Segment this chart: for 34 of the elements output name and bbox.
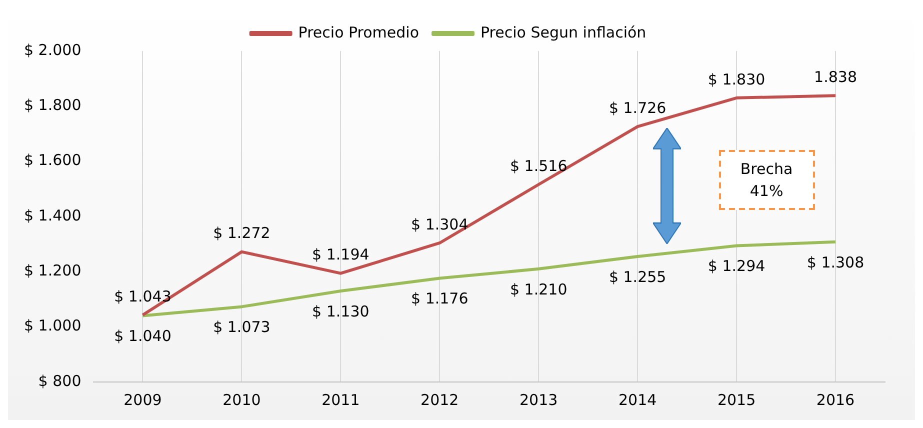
data-label: $ 1.272 <box>213 224 270 242</box>
x-tick-label: 2010 <box>222 390 261 409</box>
data-label: $ 1.255 <box>608 268 666 286</box>
data-label: $ 1.294 <box>708 257 766 276</box>
legend-label: Precio Segun inflación <box>480 23 646 42</box>
x-tick-label: 2013 <box>520 390 558 409</box>
data-label: $ 1.043 <box>114 287 172 306</box>
data-label: 1.838 <box>814 68 857 86</box>
data-label: $ 1.516 <box>510 156 568 175</box>
data-label: $ 1.726 <box>608 98 666 117</box>
data-label: $ 1.830 <box>708 70 766 88</box>
x-tick-label: 2016 <box>816 390 855 409</box>
y-tick-label: $ 1.200 <box>24 262 82 280</box>
data-label: $ 1.176 <box>411 290 468 308</box>
y-tick-label: $ 1.400 <box>24 206 82 224</box>
y-tick-label: $ 2.000 <box>24 40 82 59</box>
y-tick-label: $ 800 <box>38 372 82 390</box>
annotation: Brecha 41% <box>718 150 815 210</box>
y-tick-label: $ 1.800 <box>24 96 82 114</box>
x-tick-label: 2011 <box>322 390 360 409</box>
data-label: $ 1.304 <box>411 215 468 234</box>
y-tick-label: $ 1.600 <box>24 151 82 170</box>
data-label: $ 1.073 <box>213 318 270 336</box>
x-tick-label: 2012 <box>420 390 459 409</box>
data-label: $ 1.194 <box>312 246 370 264</box>
legend-label: Precio Promedio <box>298 23 420 42</box>
data-label: $ 1.040 <box>114 327 172 346</box>
x-tick-label: 2009 <box>124 390 162 409</box>
data-label: $ 1.308 <box>806 253 864 272</box>
data-label: $ 1.130 <box>312 302 370 320</box>
x-tick-label: 2015 <box>717 390 756 409</box>
data-label: $ 1.210 <box>510 280 568 298</box>
x-tick-label: 2014 <box>618 390 657 409</box>
y-tick-label: $ 1.000 <box>24 316 82 335</box>
